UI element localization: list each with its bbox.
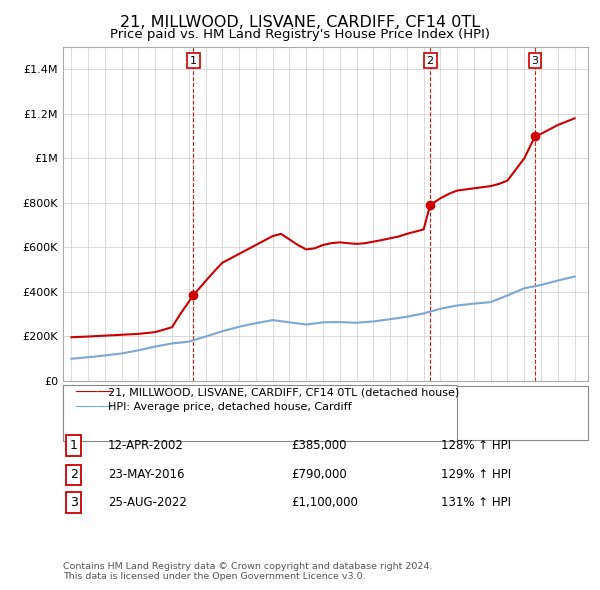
Text: 1: 1 (190, 55, 197, 65)
Text: 2: 2 (70, 468, 78, 481)
Text: 2: 2 (427, 55, 434, 65)
Text: Price paid vs. HM Land Registry's House Price Index (HPI): Price paid vs. HM Land Registry's House … (110, 28, 490, 41)
Text: 3: 3 (70, 496, 78, 509)
Text: Contains HM Land Registry data © Crown copyright and database right 2024.
This d: Contains HM Land Registry data © Crown c… (63, 562, 433, 581)
Text: 129% ↑ HPI: 129% ↑ HPI (441, 468, 511, 481)
Text: £1,100,000: £1,100,000 (291, 496, 358, 509)
Text: 3: 3 (532, 55, 539, 65)
Text: 21, MILLWOOD, LISVANE, CARDIFF, CF14 0TL: 21, MILLWOOD, LISVANE, CARDIFF, CF14 0TL (120, 15, 480, 30)
Text: 21, MILLWOOD, LISVANE, CARDIFF, CF14 0TL (detached house): 21, MILLWOOD, LISVANE, CARDIFF, CF14 0TL… (108, 388, 459, 397)
Text: 25-AUG-2022: 25-AUG-2022 (108, 496, 187, 509)
Text: £790,000: £790,000 (291, 468, 347, 481)
Text: HPI: Average price, detached house, Cardiff: HPI: Average price, detached house, Card… (108, 402, 352, 412)
Text: ─────: ───── (75, 386, 113, 399)
Text: 128% ↑ HPI: 128% ↑ HPI (441, 439, 511, 452)
Text: 23-MAY-2016: 23-MAY-2016 (108, 468, 185, 481)
Text: 131% ↑ HPI: 131% ↑ HPI (441, 496, 511, 509)
Text: 1: 1 (70, 439, 78, 452)
Text: £385,000: £385,000 (291, 439, 347, 452)
Text: 12-APR-2002: 12-APR-2002 (108, 439, 184, 452)
Text: ─────: ───── (75, 401, 113, 414)
